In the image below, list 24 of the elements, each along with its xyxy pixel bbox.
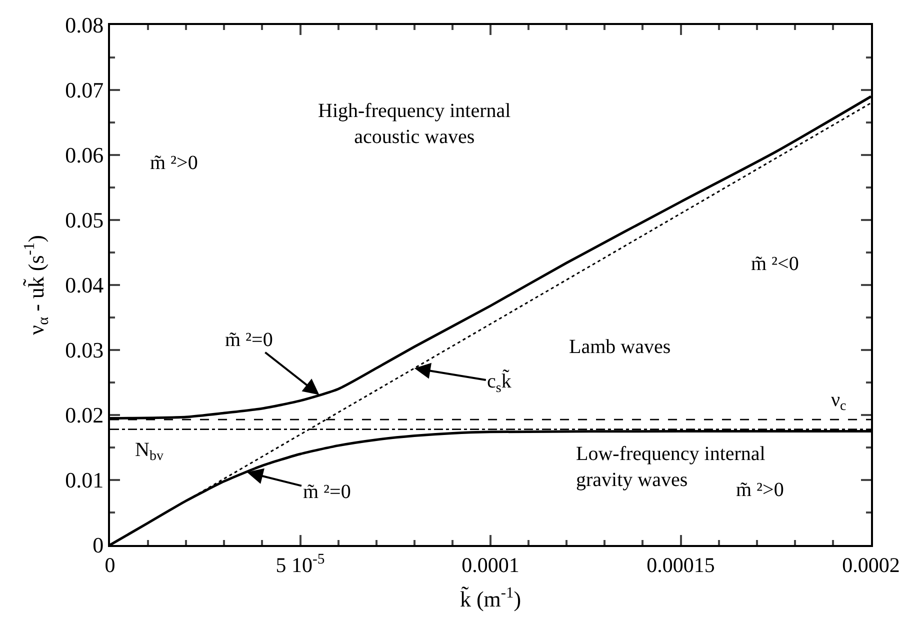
ref-line-label: ν$_{c}$ bbox=[831, 389, 846, 414]
annotation: m̃ ²>0 bbox=[150, 152, 198, 174]
x-tick-label: 5 10$^{-5}$ bbox=[276, 551, 325, 578]
y-tick-label: 0.05 bbox=[65, 208, 104, 233]
x-tick-label: 0.0002 bbox=[842, 553, 900, 578]
annotation: c$_{s}$k̃ bbox=[487, 369, 512, 396]
y-tick-label: 0.07 bbox=[65, 78, 104, 103]
y-tick-label: 0.03 bbox=[65, 338, 104, 363]
x-axis-title: k̃ (m$^{-1}$) bbox=[460, 584, 522, 612]
annotation: High-frequency internal acoustic waves bbox=[318, 100, 512, 148]
ref-line-label: N$_{bv}$ bbox=[135, 439, 164, 464]
y-tick-label: 0.01 bbox=[65, 468, 104, 493]
annotation: m̃ ²>0 bbox=[736, 479, 784, 501]
annotation: m̃ ²<0 bbox=[751, 253, 799, 275]
y-tick-label: 0.08 bbox=[65, 12, 104, 38]
annotation: m̃ ²=0 bbox=[225, 329, 273, 351]
y-tick-label: 0.06 bbox=[65, 142, 104, 168]
x-tick-label: 0.00015 bbox=[646, 553, 715, 578]
annotation: m̃ ²=0 bbox=[303, 481, 351, 503]
annotation: Lamb waves bbox=[569, 336, 671, 358]
y-tick-label: 0.04 bbox=[65, 272, 104, 298]
y-tick-label: 0.02 bbox=[65, 402, 104, 428]
y-tick-label: 0 bbox=[92, 532, 104, 558]
x-tick-label: 0.0001 bbox=[462, 553, 520, 578]
